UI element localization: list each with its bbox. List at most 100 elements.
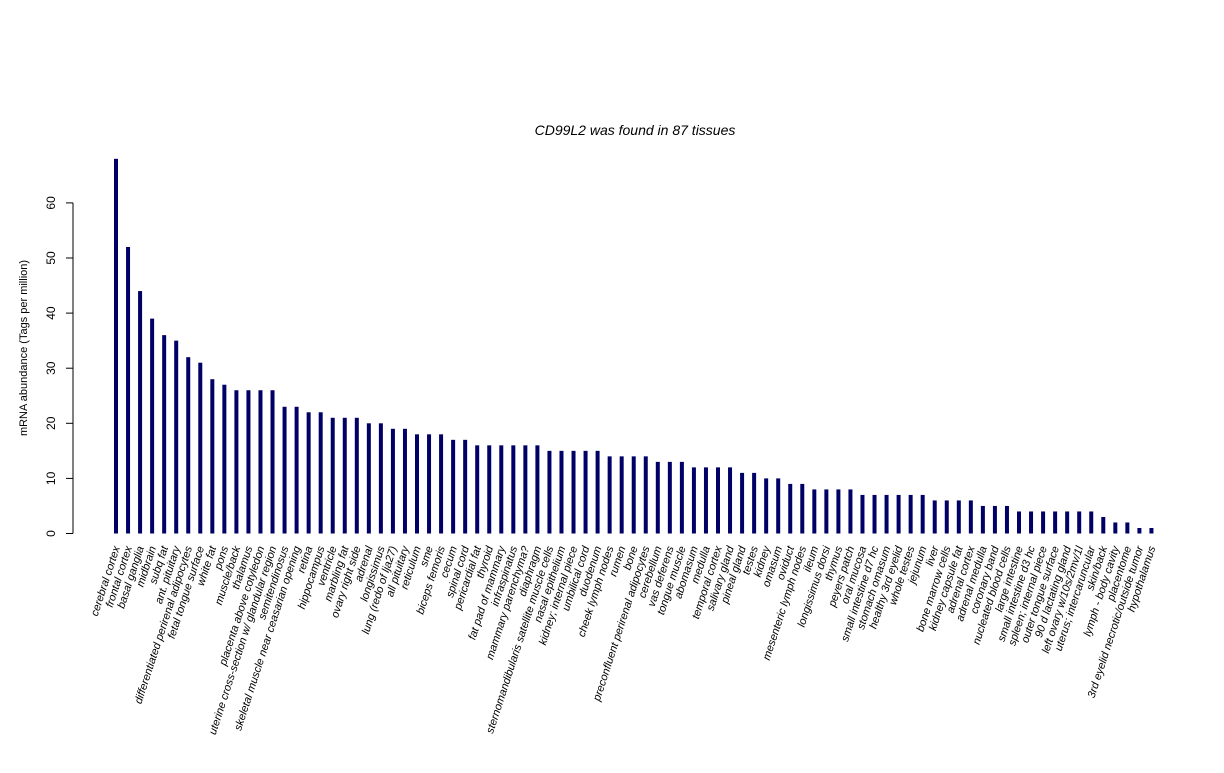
bar <box>415 434 419 534</box>
bar <box>968 500 973 534</box>
bar <box>740 472 745 534</box>
bar <box>703 467 708 534</box>
bar <box>402 428 407 534</box>
bar <box>848 489 853 534</box>
bar <box>174 340 179 534</box>
bar <box>138 291 143 534</box>
bar <box>390 428 395 534</box>
bar <box>535 445 540 534</box>
bar <box>150 318 155 534</box>
y-axis-label: mRNA abundance (Tags per million) <box>18 260 30 436</box>
bar <box>210 379 215 534</box>
bar <box>667 461 672 534</box>
bar <box>872 494 877 534</box>
bar <box>956 500 961 534</box>
bar <box>631 456 636 534</box>
bar <box>475 445 480 534</box>
bar <box>126 246 131 534</box>
y-tick-label: 60 <box>44 196 58 210</box>
y-axis: 0 10 20 30 40 50 60 <box>44 196 74 537</box>
bar <box>198 362 203 534</box>
bar <box>728 467 733 534</box>
bar <box>944 500 949 534</box>
y-tick-label: 0 <box>44 530 58 537</box>
bar <box>499 445 504 534</box>
bar <box>860 494 865 534</box>
bar <box>1137 527 1142 534</box>
bar <box>1053 511 1058 534</box>
bar <box>342 417 347 534</box>
bar <box>318 412 323 534</box>
y-tick-label: 50 <box>44 251 58 265</box>
bar <box>366 423 371 534</box>
bar <box>992 505 997 534</box>
bar <box>583 450 588 534</box>
bar <box>559 450 564 534</box>
bar <box>330 417 335 534</box>
bar <box>643 456 648 534</box>
bar <box>824 489 829 534</box>
bar <box>1125 522 1130 534</box>
bar <box>1041 511 1046 534</box>
bar <box>812 489 817 534</box>
bar <box>752 472 757 534</box>
bar <box>691 467 696 534</box>
bar <box>716 467 720 534</box>
bar <box>920 494 925 534</box>
bar <box>282 406 287 534</box>
bar <box>523 445 528 534</box>
bar <box>234 390 239 534</box>
bar <box>270 390 275 534</box>
bar <box>306 412 311 534</box>
bar <box>487 445 492 534</box>
bar <box>571 450 576 534</box>
bar <box>619 456 624 534</box>
bar <box>764 478 769 534</box>
bar <box>607 456 612 534</box>
bar <box>1029 511 1034 534</box>
bar <box>932 500 937 534</box>
bar <box>1065 511 1070 534</box>
bar <box>451 439 456 534</box>
bar <box>788 483 793 534</box>
bar <box>222 384 227 534</box>
bar <box>1089 511 1094 534</box>
bar <box>1017 511 1021 534</box>
bar <box>836 489 841 534</box>
bar <box>427 434 432 534</box>
y-tick-label: 20 <box>44 416 58 430</box>
bar <box>1004 505 1009 534</box>
bar <box>1101 516 1106 534</box>
bar <box>162 335 167 534</box>
bar <box>1077 511 1082 534</box>
bar <box>114 158 118 534</box>
bar <box>511 445 516 534</box>
bar <box>547 450 552 534</box>
bar <box>655 461 660 534</box>
bar <box>354 417 359 534</box>
bar <box>294 406 299 534</box>
y-tick-label: 40 <box>44 306 58 320</box>
bar <box>679 461 684 534</box>
bar <box>884 494 889 534</box>
y-tick-label: 30 <box>44 361 58 375</box>
chart-title: CD99L2 was found in 87 tissues <box>535 122 736 138</box>
bar <box>1149 527 1154 534</box>
bars-group <box>114 158 1154 534</box>
bar <box>908 494 913 534</box>
bar <box>463 439 468 534</box>
bar <box>258 390 263 534</box>
bar <box>800 483 805 534</box>
bar <box>246 390 251 534</box>
bar <box>1113 522 1118 534</box>
y-tick-label: 10 <box>44 471 58 485</box>
bar <box>980 505 985 534</box>
bar <box>896 494 901 534</box>
bar <box>595 450 600 534</box>
bar <box>378 423 383 534</box>
bar <box>186 357 191 534</box>
bar <box>776 478 781 534</box>
